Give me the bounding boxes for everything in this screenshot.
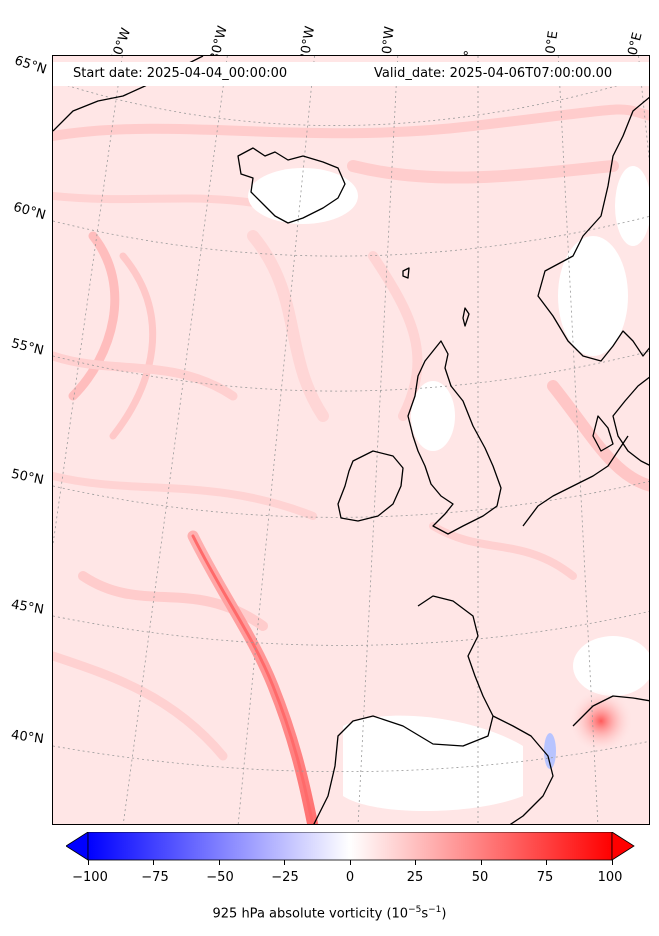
colorbar-label-text: 925 hPa absolute vorticity (10 xyxy=(212,906,409,922)
colorbar-extend-max xyxy=(611,832,635,861)
graticule xyxy=(53,56,649,824)
cb-tickmark xyxy=(88,860,89,865)
lat-label-65n: 65°N xyxy=(12,53,49,78)
cb-tick-label: −25 xyxy=(271,870,299,885)
cb-tick-label: −50 xyxy=(206,870,234,885)
vorticity-ridge-core xyxy=(191,534,315,824)
colorbar-extend-min xyxy=(66,832,89,861)
colorbar-label-end: ) xyxy=(441,906,447,922)
lat-label-45n: 45°N xyxy=(9,597,45,618)
coast-med-france xyxy=(572,695,649,727)
vorticity-field xyxy=(53,56,649,824)
cb-tickmark xyxy=(481,860,482,865)
colorbar-label-exp2: −1 xyxy=(428,905,442,915)
cb-tickmark xyxy=(546,860,547,865)
cb-tick-label: −75 xyxy=(141,870,169,885)
coast-france-iberia xyxy=(313,595,494,824)
lat-label-50n: 50°N xyxy=(9,466,45,489)
colorbar-gradient xyxy=(87,832,613,861)
lat-label-40n: 40°N xyxy=(10,727,45,748)
cb-tickmark xyxy=(219,860,220,865)
colorbar-label-exp1: −5 xyxy=(408,905,422,915)
coast-ireland xyxy=(337,450,404,522)
cb-tickmark xyxy=(350,860,351,865)
cb-tick-label: 75 xyxy=(536,870,554,885)
cb-tick-label: 0 xyxy=(345,870,355,885)
cb-tick-label: 25 xyxy=(406,870,424,885)
cb-tickmark xyxy=(153,860,154,865)
cb-tick-label: −100 xyxy=(72,870,108,885)
header-strip xyxy=(53,62,649,86)
lat-label-55n: 55°N xyxy=(9,336,46,359)
vorticity-map xyxy=(52,55,650,825)
colorbar xyxy=(66,832,635,861)
cb-tickmark xyxy=(612,860,613,865)
vorticity-minimum xyxy=(544,733,556,769)
coast-iceland xyxy=(237,147,346,224)
valid-date-label: Valid_date: 2025-04-06T07:00:00.00 xyxy=(374,66,613,81)
cb-tick-label: 50 xyxy=(471,870,489,885)
coast-med-east-spain xyxy=(492,715,554,824)
coastlines xyxy=(53,56,649,824)
cb-tick-label: 100 xyxy=(597,870,623,885)
coast-great-britain xyxy=(407,340,502,535)
coast-denmark xyxy=(592,415,614,452)
vorticity-maximum xyxy=(569,689,633,753)
start-date-label: Start date: 2025-04-04_00:00:00 xyxy=(73,66,288,81)
colorbar-label: 925 hPa absolute vorticity (10−5s−1) xyxy=(0,905,659,921)
lat-label-60n: 60°N xyxy=(11,199,48,224)
cb-tickmark xyxy=(415,860,416,865)
coast-benelux xyxy=(522,435,629,527)
colorbar-label-mid: s xyxy=(421,906,429,922)
coast-sweden xyxy=(612,376,649,466)
cb-tickmark xyxy=(284,860,285,865)
coast-norway xyxy=(537,96,649,362)
